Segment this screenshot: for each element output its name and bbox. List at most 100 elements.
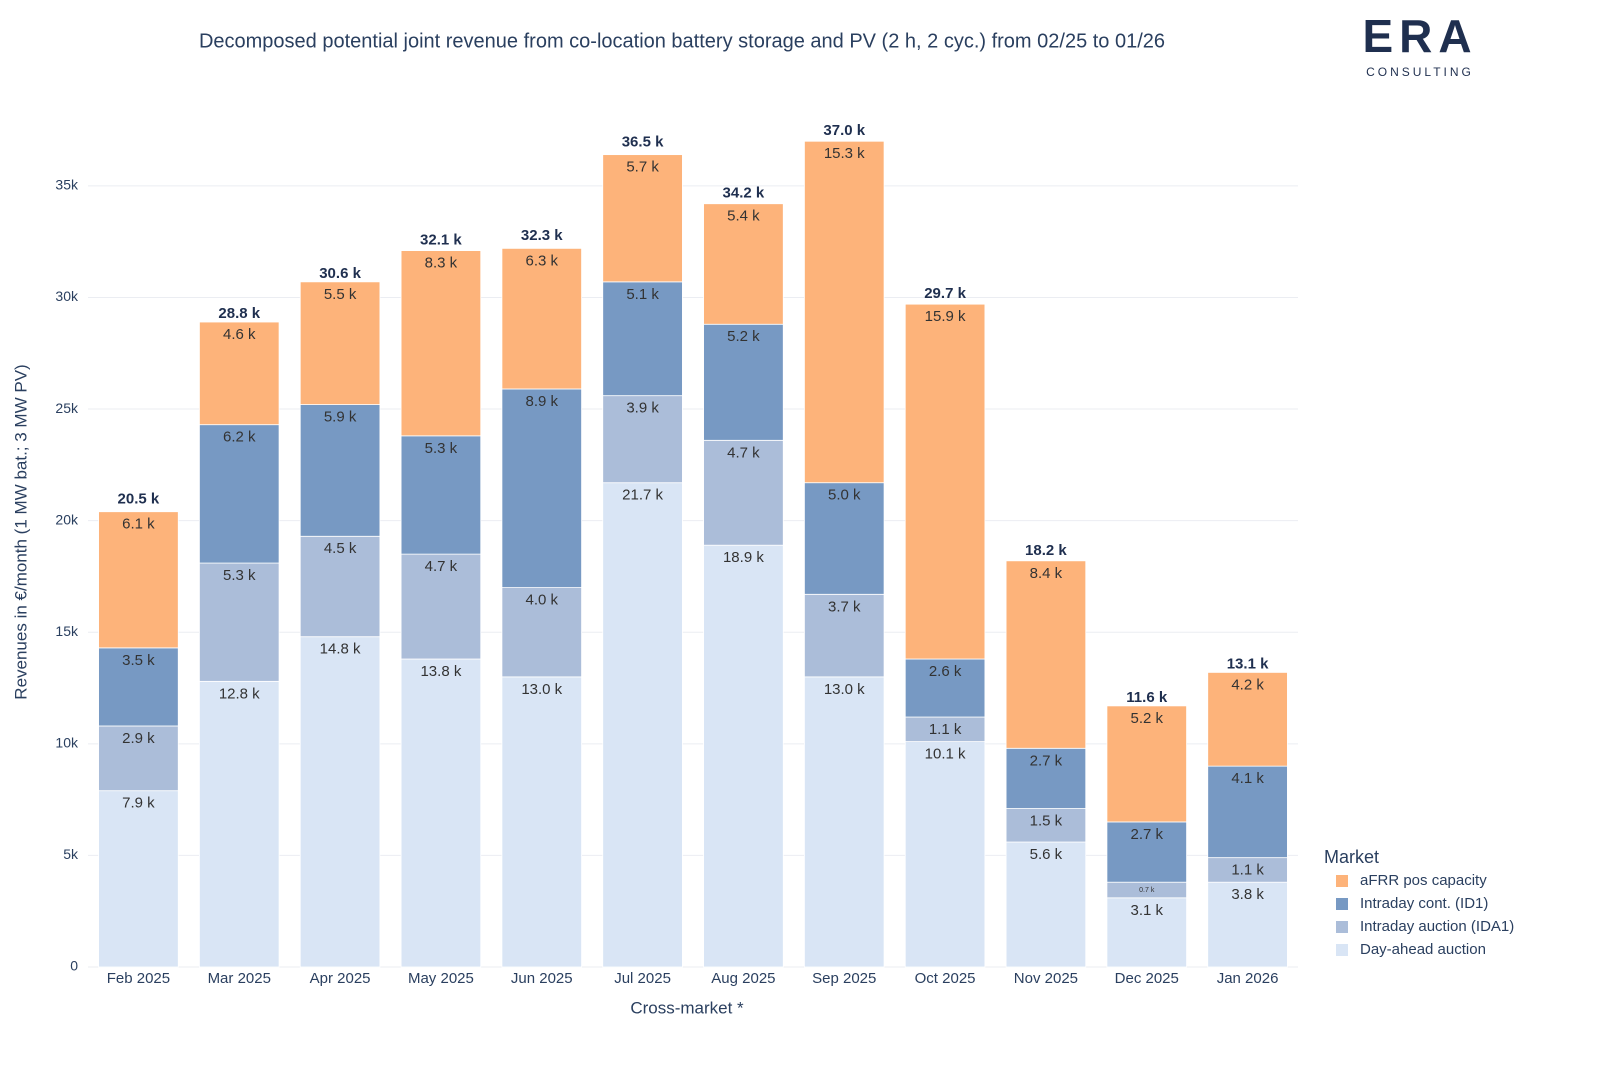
bar-segment bbox=[804, 593, 885, 678]
data-label: 15.3 k bbox=[824, 145, 865, 162]
bar-segment bbox=[703, 323, 784, 441]
data-label: 13.0 k bbox=[824, 681, 865, 698]
bar-segment bbox=[904, 303, 986, 660]
data-label: 15.9 k bbox=[925, 308, 966, 325]
data-label: 5.3 k bbox=[223, 567, 256, 584]
x-tick-label: Dec 2025 bbox=[1115, 970, 1179, 987]
bar-segment bbox=[400, 553, 482, 660]
bar-segment bbox=[1106, 821, 1187, 883]
data-label: 1.1 k bbox=[1231, 862, 1264, 879]
bar-segment bbox=[1207, 672, 1288, 767]
bar-segment bbox=[98, 790, 179, 968]
data-label: 5.6 k bbox=[1030, 846, 1063, 863]
bar-segment bbox=[98, 725, 179, 792]
data-label: 6.1 k bbox=[122, 516, 155, 533]
data-label: 5.9 k bbox=[324, 409, 357, 426]
data-label: 5.2 k bbox=[727, 328, 760, 345]
bar-segment bbox=[804, 140, 885, 484]
total-label: 32.3 k bbox=[521, 227, 563, 244]
bar-segment bbox=[703, 544, 784, 968]
data-label: 0.7 k bbox=[1139, 887, 1155, 894]
data-label: 4.2 k bbox=[1231, 676, 1264, 693]
y-tick-label: 0 bbox=[70, 958, 78, 974]
data-label: 3.5 k bbox=[122, 652, 155, 669]
bar-segment bbox=[501, 587, 582, 678]
y-tick-label: 10k bbox=[55, 735, 79, 751]
data-label: 4.1 k bbox=[1231, 770, 1264, 787]
bar-segment bbox=[299, 636, 381, 968]
legend-swatch bbox=[1336, 921, 1348, 933]
legend-swatch bbox=[1336, 898, 1348, 910]
data-label: 5.0 k bbox=[828, 487, 861, 504]
chart-title: Decomposed potential joint revenue from … bbox=[199, 30, 1165, 52]
total-label: 37.0 k bbox=[823, 122, 865, 139]
y-tick-label: 15k bbox=[55, 623, 79, 639]
data-label: 5.5 k bbox=[324, 286, 357, 303]
data-label: 12.8 k bbox=[219, 685, 260, 702]
bar-segment bbox=[1005, 747, 1087, 809]
x-tick-label: Nov 2025 bbox=[1014, 970, 1078, 987]
bar-segment bbox=[1207, 881, 1288, 968]
y-tick-label: 20k bbox=[55, 511, 79, 527]
total-label: 28.8 k bbox=[218, 305, 260, 322]
x-tick-label: Aug 2025 bbox=[711, 970, 775, 987]
x-tick-label: Jun 2025 bbox=[511, 970, 573, 987]
data-label: 8.4 k bbox=[1030, 565, 1063, 582]
x-tick-label: Apr 2025 bbox=[310, 970, 371, 987]
data-label: 5.1 k bbox=[626, 286, 659, 303]
bar-segment bbox=[400, 435, 482, 555]
bar-segment bbox=[804, 676, 885, 968]
data-label: 3.9 k bbox=[626, 400, 659, 417]
legend-label: Day-ahead auction bbox=[1360, 941, 1486, 958]
total-label: 32.1 k bbox=[420, 232, 462, 249]
data-label: 2.7 k bbox=[1130, 826, 1163, 843]
data-label: 2.7 k bbox=[1030, 752, 1063, 769]
data-label: 8.9 k bbox=[525, 393, 558, 410]
bar-segment bbox=[602, 482, 683, 968]
data-label: 4.5 k bbox=[324, 540, 357, 557]
bar-segment bbox=[1106, 897, 1187, 968]
data-label: 13.0 k bbox=[521, 681, 562, 698]
bar-segment bbox=[199, 562, 280, 682]
data-label: 3.1 k bbox=[1130, 902, 1163, 919]
data-label: 1.1 k bbox=[929, 721, 962, 738]
bar-segment bbox=[904, 741, 986, 968]
data-label: 1.5 k bbox=[1030, 813, 1063, 830]
legend-label: aFRR pos capacity bbox=[1360, 872, 1487, 889]
y-axis-title: Revenues in €/month (1 MW bat.; 3 MW PV) bbox=[11, 364, 30, 699]
total-label: 36.5 k bbox=[622, 133, 664, 150]
data-label: 4.7 k bbox=[727, 444, 760, 461]
bar-segment bbox=[1005, 841, 1087, 968]
bar-segment bbox=[400, 250, 482, 437]
data-label: 21.7 k bbox=[622, 487, 663, 504]
bar-segment bbox=[299, 404, 381, 537]
total-label: 34.2 k bbox=[723, 185, 765, 202]
bar-segment bbox=[98, 511, 179, 649]
total-label: 13.1 k bbox=[1227, 656, 1269, 673]
data-label: 6.2 k bbox=[223, 429, 256, 446]
bar-segment bbox=[1106, 705, 1187, 823]
data-label: 5.3 k bbox=[425, 440, 458, 457]
bar-segment bbox=[501, 388, 582, 588]
x-tick-label: Mar 2025 bbox=[208, 970, 271, 987]
x-tick-label: Jan 2026 bbox=[1217, 970, 1279, 987]
data-label: 13.8 k bbox=[420, 663, 461, 680]
data-label: 6.3 k bbox=[525, 252, 558, 269]
logo-tagline: CONSULTING bbox=[1366, 65, 1474, 79]
legend-title: Market bbox=[1324, 847, 1379, 867]
data-label: 7.9 k bbox=[122, 795, 155, 812]
total-label: 11.6 k bbox=[1126, 689, 1168, 706]
x-tick-label: Sep 2025 bbox=[812, 970, 876, 987]
bar-segment bbox=[199, 321, 280, 426]
legend-label: Intraday auction (IDA1) bbox=[1360, 918, 1514, 935]
bar-segment bbox=[299, 281, 381, 405]
bar-segment bbox=[602, 395, 683, 484]
bar-segment bbox=[1005, 808, 1087, 843]
data-label: 5.7 k bbox=[626, 159, 659, 176]
data-label: 3.8 k bbox=[1231, 886, 1264, 903]
legend-swatch bbox=[1336, 944, 1348, 956]
x-tick-label: May 2025 bbox=[408, 970, 474, 987]
y-tick-label: 5k bbox=[63, 846, 79, 862]
bar-segment bbox=[98, 647, 179, 727]
